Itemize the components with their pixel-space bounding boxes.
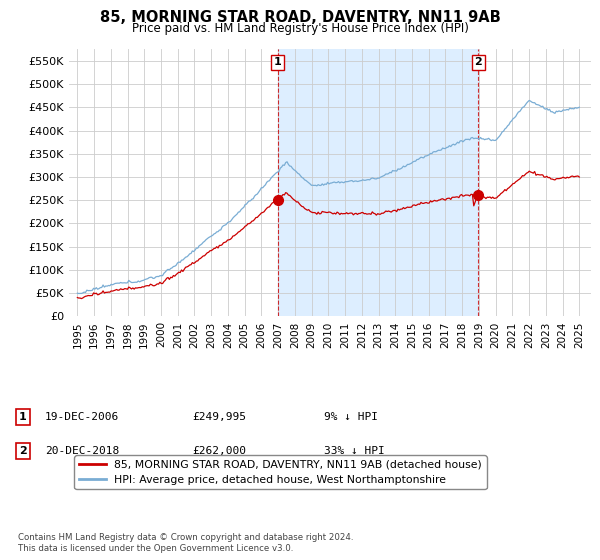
Text: £262,000: £262,000	[192, 446, 246, 456]
Text: 19-DEC-2006: 19-DEC-2006	[45, 412, 119, 422]
Text: 20-DEC-2018: 20-DEC-2018	[45, 446, 119, 456]
Text: 85, MORNING STAR ROAD, DAVENTRY, NN11 9AB: 85, MORNING STAR ROAD, DAVENTRY, NN11 9A…	[100, 10, 500, 25]
Text: 1: 1	[274, 57, 281, 67]
Text: Contains HM Land Registry data © Crown copyright and database right 2024.
This d: Contains HM Land Registry data © Crown c…	[18, 533, 353, 553]
Bar	[278, 49, 478, 316]
Text: 9% ↓ HPI: 9% ↓ HPI	[324, 412, 378, 422]
Text: Price paid vs. HM Land Registry's House Price Index (HPI): Price paid vs. HM Land Registry's House …	[131, 22, 469, 35]
Text: 1: 1	[19, 412, 26, 422]
Text: 2: 2	[19, 446, 26, 456]
Text: £249,995: £249,995	[192, 412, 246, 422]
Text: 2: 2	[475, 57, 482, 67]
Legend: 85, MORNING STAR ROAD, DAVENTRY, NN11 9AB (detached house), HPI: Average price, : 85, MORNING STAR ROAD, DAVENTRY, NN11 9A…	[74, 455, 487, 489]
Text: 33% ↓ HPI: 33% ↓ HPI	[324, 446, 385, 456]
